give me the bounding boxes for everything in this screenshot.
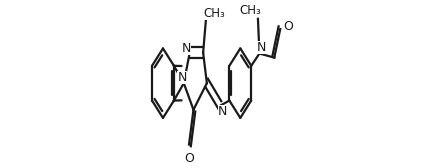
Text: N: N xyxy=(177,71,187,83)
Text: N: N xyxy=(181,42,191,55)
Text: O: O xyxy=(184,152,194,165)
Text: N: N xyxy=(218,105,227,118)
Text: N: N xyxy=(257,41,266,54)
Text: O: O xyxy=(283,20,293,33)
Text: CH₃: CH₃ xyxy=(240,4,262,17)
Text: CH₃: CH₃ xyxy=(204,7,225,20)
